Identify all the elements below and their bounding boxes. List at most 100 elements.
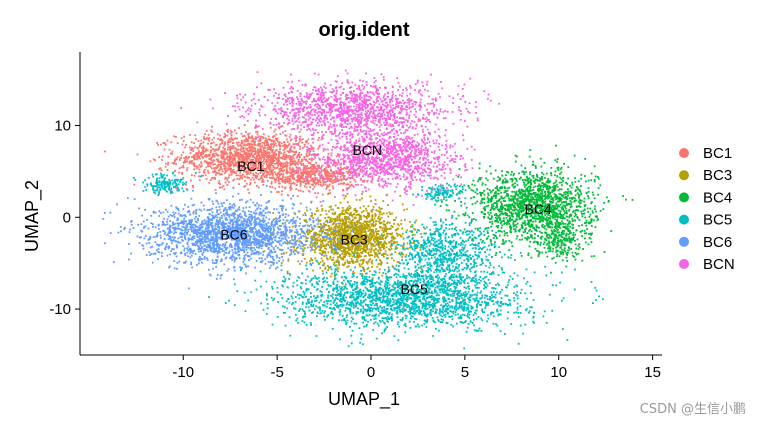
data-point: [370, 181, 373, 184]
data-point: [224, 176, 227, 179]
data-point: [575, 199, 577, 202]
data-point: [233, 150, 236, 153]
data-point: [508, 249, 511, 251]
data-point: [550, 195, 552, 198]
data-point: [293, 151, 295, 153]
data-point: [313, 245, 316, 248]
data-point: [362, 228, 364, 231]
data-point: [263, 250, 266, 253]
data-point: [245, 137, 248, 140]
data-point: [481, 183, 484, 186]
data-point: [528, 202, 531, 205]
data-point: [590, 179, 593, 182]
data-point: [244, 171, 247, 173]
data-point: [335, 233, 337, 236]
data-point: [310, 173, 313, 176]
data-point: [569, 203, 572, 206]
data-point: [278, 154, 280, 156]
data-point: [528, 155, 531, 158]
data-point: [580, 173, 583, 176]
data-point: [323, 222, 325, 225]
data-point: [561, 222, 564, 225]
data-point: [198, 168, 201, 171]
data-point: [200, 151, 202, 154]
data-point: [489, 198, 492, 200]
data-point: [523, 214, 526, 217]
data-point: [298, 180, 301, 183]
data-point: [228, 181, 230, 184]
data-point: [198, 164, 201, 166]
data-point: [228, 176, 230, 179]
data-point: [190, 174, 193, 177]
data-point: [238, 156, 241, 158]
data-point: [547, 195, 550, 198]
data-point: [494, 192, 496, 195]
data-point: [220, 152, 223, 155]
data-point: [496, 189, 499, 191]
data-point: [333, 249, 336, 252]
data-point: [571, 198, 574, 200]
data-point: [560, 166, 563, 169]
data-point: [211, 130, 213, 133]
data-point: [280, 152, 282, 155]
data-point: [343, 197, 346, 200]
data-point: [282, 149, 285, 151]
data-point: [224, 134, 227, 137]
data-point: [355, 158, 357, 161]
data-point: [566, 197, 568, 200]
data-point: [571, 197, 573, 199]
data-point: [371, 211, 373, 213]
data-point: [296, 163, 299, 166]
data-point: [279, 169, 282, 172]
data-point: [393, 241, 395, 243]
data-point: [303, 156, 306, 159]
data-point: [213, 155, 216, 158]
data-point: [205, 160, 208, 163]
data-point: [232, 179, 234, 182]
data-point: [257, 158, 260, 161]
data-point: [544, 191, 546, 193]
data-point: [551, 191, 554, 193]
data-point: [230, 173, 233, 176]
data-point: [362, 262, 364, 264]
data-point: [291, 150, 294, 153]
data-point: [260, 177, 262, 180]
data-point: [344, 241, 347, 244]
data-point: [401, 233, 404, 235]
data-point: [248, 192, 251, 194]
data-point: [202, 148, 205, 151]
data-point: [328, 240, 331, 243]
data-point: [485, 177, 487, 180]
data-point: [376, 237, 379, 239]
data-point: [357, 220, 360, 223]
data-point: [299, 156, 301, 159]
data-point: [504, 222, 506, 224]
data-point: [508, 203, 511, 206]
data-point: [276, 174, 278, 177]
data-point: [284, 186, 287, 189]
data-point: [242, 158, 244, 160]
data-point: [306, 182, 309, 185]
data-point: [367, 239, 370, 241]
data-point: [260, 167, 263, 169]
data-point: [584, 204, 587, 206]
data-point: [363, 246, 366, 249]
data-point: [492, 177, 495, 180]
data-point: [330, 242, 332, 245]
data-point: [506, 187, 509, 190]
data-point: [367, 242, 370, 245]
data-point: [331, 238, 333, 241]
data-point: [594, 208, 596, 211]
data-point: [381, 244, 383, 246]
data-point: [329, 173, 332, 175]
data-point: [214, 170, 217, 173]
data-point: [520, 201, 523, 203]
data-point: [371, 223, 373, 226]
data-point: [327, 171, 329, 173]
data-point: [388, 232, 391, 235]
data-point: [498, 210, 501, 213]
data-point: [315, 210, 318, 212]
data-point: [269, 166, 272, 169]
data-point: [362, 234, 364, 237]
data-point: [238, 183, 240, 185]
